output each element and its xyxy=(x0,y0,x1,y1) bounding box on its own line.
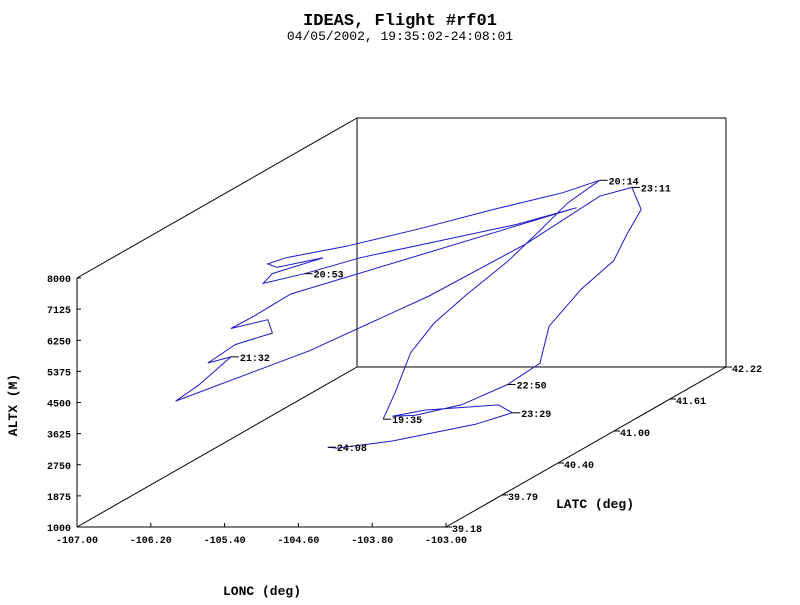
z-tick-label: 5375 xyxy=(47,368,71,379)
x-axis-label: LONC (deg) xyxy=(223,584,301,599)
time-label: 22:50 xyxy=(517,382,547,393)
time-label: 24:08 xyxy=(337,444,367,455)
time-labels: 19:35 20:14 20:53 21:32 23:11 22:50 23:29 24:08 xyxy=(230,177,671,455)
y-tick-label: 41.00 xyxy=(620,429,650,440)
z-tick-label: 4500 xyxy=(47,400,71,411)
z-tick-label: 7125 xyxy=(47,306,71,317)
y-tick-label: 39.79 xyxy=(508,493,538,504)
chart-subtitle: 04/05/2002, 19:35:02-24:08:01 xyxy=(287,29,513,44)
y-tick-label: 41.61 xyxy=(676,397,706,408)
z-tick-label: 3625 xyxy=(47,431,71,442)
time-label: 20:53 xyxy=(314,271,344,282)
z-tick-label: 8000 xyxy=(47,275,71,286)
y-tick-label: 39.18 xyxy=(452,525,482,536)
y-axis-line xyxy=(445,366,727,528)
z-tick-label: 1000 xyxy=(47,524,71,535)
top-left-edge xyxy=(76,117,358,279)
x-tick-label: -105.40 xyxy=(204,536,246,547)
y-tick-label: 40.40 xyxy=(564,461,594,472)
flight-track xyxy=(175,179,642,449)
x-tick-label: -107.00 xyxy=(56,536,98,547)
x-tick-label: -104.60 xyxy=(277,536,319,547)
x-tick-label: -103.80 xyxy=(351,536,393,547)
z-tick-label: 6250 xyxy=(47,337,71,348)
x-tick-label: -103.00 xyxy=(425,536,467,547)
time-label: 21:32 xyxy=(240,354,270,365)
floor-left-edge xyxy=(76,366,358,528)
chart-title: IDEAS, Flight #rf01 xyxy=(303,12,497,31)
time-label: 20:14 xyxy=(609,177,639,188)
time-label: 23:29 xyxy=(521,410,551,421)
x-tick-label: -106.20 xyxy=(130,536,172,547)
flight-track-line xyxy=(175,179,642,449)
y-tick-label: 42.22 xyxy=(732,365,762,376)
axis-ticks: -107.00 -106.20 -105.40 -104.60 -103.80 -103.… xyxy=(47,275,762,547)
axes-frame xyxy=(76,117,727,528)
y-axis-label: LATC (deg) xyxy=(556,497,634,512)
z-tick-label: 1875 xyxy=(47,493,71,504)
time-label: 23:11 xyxy=(641,184,671,195)
z-axis-label: ALTX (M) xyxy=(6,374,21,436)
z-tick-label: 2750 xyxy=(47,462,71,473)
time-label: 19:35 xyxy=(392,416,422,427)
